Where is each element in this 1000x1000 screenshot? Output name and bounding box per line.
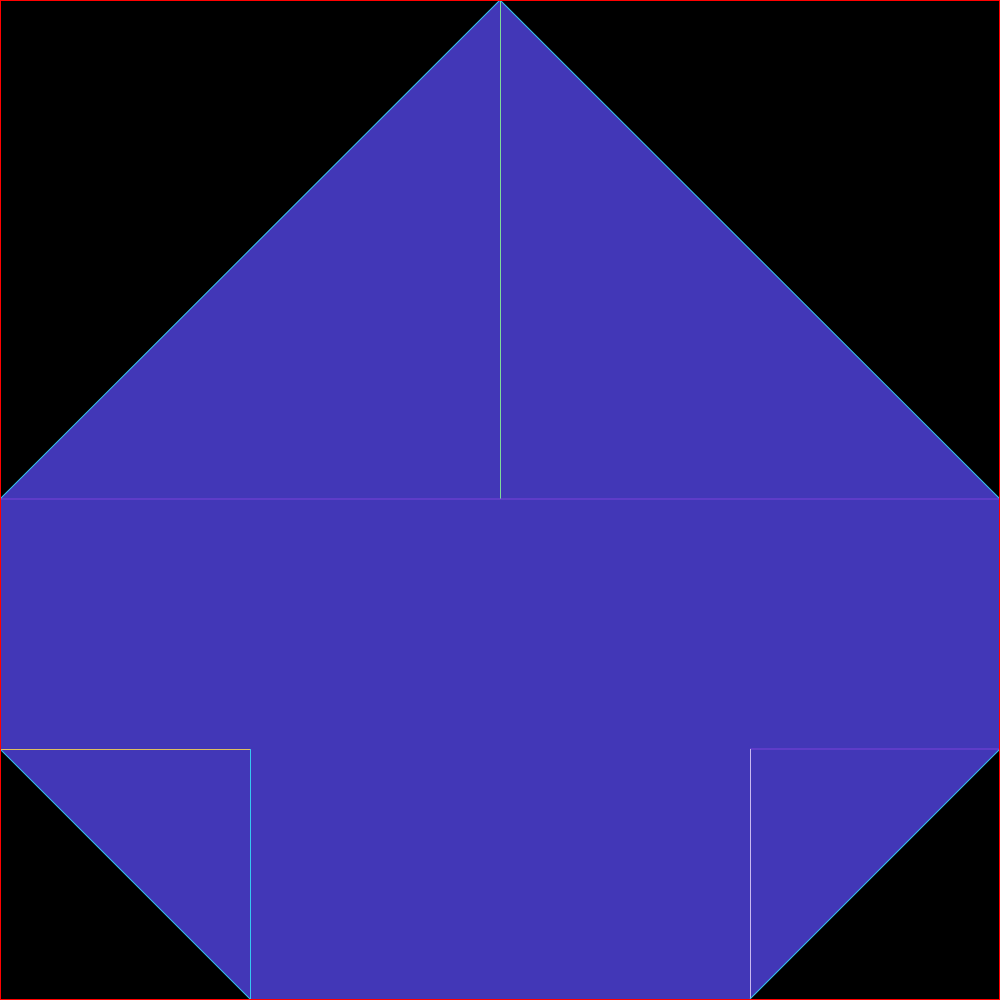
edge-top-left-hypotenuse: [0, 0, 501, 500]
bottom-center-rectangle: [250, 749, 750, 1000]
middle-rectangle: [0, 499, 1000, 749]
edge-bottom-left-hypotenuse: [0, 748, 251, 1000]
edge-bottom-right-hypotenuse: [749, 748, 1000, 1000]
edge-top-right-hypotenuse: [499, 0, 1000, 500]
